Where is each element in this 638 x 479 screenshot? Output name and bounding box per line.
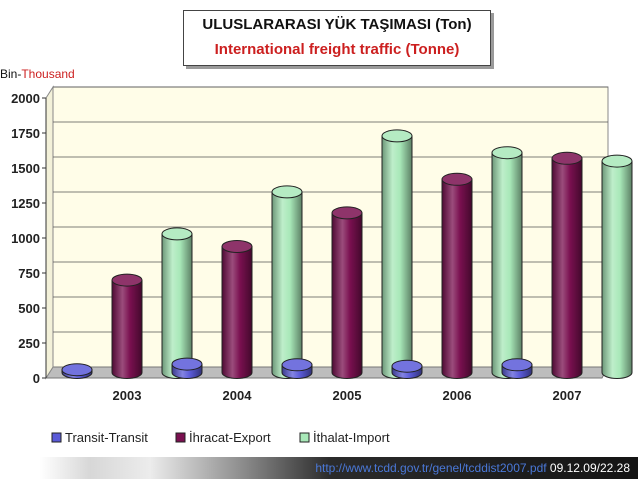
bar-top	[161, 227, 193, 241]
bar-top	[331, 206, 363, 220]
legend-swatch	[299, 432, 310, 443]
bar-top	[61, 363, 93, 377]
y-tick-label: 750	[18, 266, 40, 281]
bar-top	[111, 273, 143, 287]
footer-date: 09.12.09/22.28	[549, 461, 630, 475]
bar-top	[171, 357, 203, 371]
unit-label-turkish: Bin-	[0, 67, 22, 81]
bar	[551, 157, 583, 379]
y-axis-unit-label: Bin-Thousand	[0, 67, 75, 81]
bar-top	[501, 358, 533, 372]
y-tick-label: 1500	[11, 161, 40, 176]
bar-top	[551, 151, 583, 165]
bar-top	[271, 185, 303, 199]
plot-side-wall	[45, 85, 54, 380]
bar-top	[391, 359, 423, 373]
bar	[491, 152, 523, 379]
y-tick-label: 1750	[11, 126, 40, 141]
chart-title: ULUSLARARASI YÜK TAŞIMASI (Ton)	[202, 16, 472, 33]
legend-swatch	[51, 432, 62, 443]
unit-label-english: Thousand	[21, 67, 75, 81]
x-tick-label: 2007	[553, 388, 582, 403]
bar-top	[221, 240, 253, 253]
bar	[441, 178, 473, 379]
footer-source: http://www.tcdd.gov.tr/genel/tcddist2007…	[315, 461, 630, 475]
bar-top	[441, 172, 473, 186]
y-tick-label: 2000	[11, 91, 40, 106]
bar	[331, 212, 363, 379]
y-tick-label: 500	[18, 301, 40, 316]
y-tick-label: 1250	[11, 196, 40, 211]
source-link[interactable]: http://www.tcdd.gov.tr/genel/tcddist2007…	[315, 461, 547, 475]
y-tick-label: 250	[18, 336, 40, 351]
chart-subtitle: International freight traffic (Tonne)	[214, 41, 460, 58]
footer-band	[0, 457, 638, 479]
bar	[111, 279, 143, 379]
legend-entry: Transit-Transit	[65, 430, 148, 445]
legend-swatch	[175, 432, 186, 443]
chart-title-box: ULUSLARARASI YÜK TAŞIMASI (Ton) Internat…	[183, 10, 491, 66]
bar-top	[601, 154, 633, 168]
bar	[381, 135, 413, 379]
x-tick-label: 2004	[223, 388, 253, 403]
legend-entry: İhracat-Export	[189, 430, 271, 445]
bar	[221, 246, 253, 379]
y-tick-label: 1000	[11, 231, 40, 246]
x-tick-label: 2006	[443, 388, 472, 403]
bar-top	[281, 358, 313, 372]
bar	[271, 191, 303, 379]
bar	[601, 160, 633, 379]
legend-entry: İthalat-Import	[313, 430, 390, 445]
bar-top	[381, 129, 413, 143]
bar	[161, 233, 193, 379]
x-tick-label: 2003	[113, 388, 142, 403]
bar-top	[491, 146, 523, 160]
y-tick-label: 0	[33, 371, 40, 386]
x-tick-label: 2005	[333, 388, 362, 403]
